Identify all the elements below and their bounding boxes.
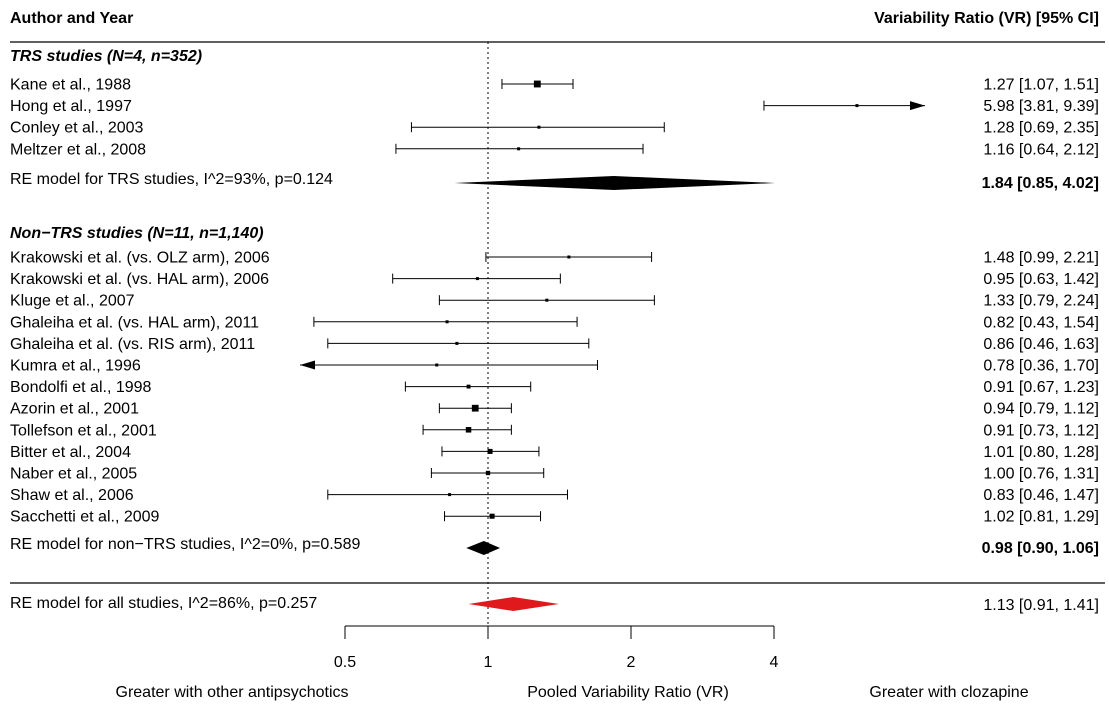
study-row: Krakowski et al. (vs. OLZ arm), 2006 1.48… — [10, 250, 1099, 267]
study-label: Ghaleiha et al. (vs. RIS arm), 2011 — [10, 336, 255, 353]
study-row: Conley et al., 2003 1.28 [0.69, 2.35] — [10, 120, 1099, 137]
study-label: Azorin et al., 2001 — [10, 401, 139, 418]
point-estimate-marker — [466, 384, 471, 389]
study-label: Bitter et al., 2004 — [10, 444, 131, 461]
group-title: TRS studies (N=4, n=352) — [10, 48, 202, 65]
point-estimate-marker — [455, 341, 459, 345]
point-estimate-marker — [487, 448, 493, 454]
point-estimate-marker — [533, 80, 541, 88]
group-model-row: RE model for TRS studies, I^2=93%, p=0.1… — [10, 171, 1099, 192]
study-row: Hong et al., 1997 5.98 [3.81, 9.39] — [10, 98, 1099, 115]
group-model-estimate-text: 0.98 [0.90, 1.06] — [982, 540, 1099, 557]
study-estimate-text: 0.82 [0.43, 1.54] — [983, 314, 1099, 331]
study-estimate-text: 0.91 [0.67, 1.23] — [983, 379, 1099, 396]
study-label: Tollefson et al., 2001 — [10, 422, 157, 439]
study-row: Bondolfi et al., 1998 0.91 [0.67, 1.23] — [10, 379, 1099, 396]
study-estimate-text: 1.48 [0.99, 2.21] — [983, 250, 1099, 267]
forest-rows: TRS studies (N=4, n=352) Kane et al., 198… — [10, 48, 1099, 614]
study-estimate-text: 0.86 [0.46, 1.63] — [983, 336, 1099, 353]
point-estimate-marker — [445, 320, 449, 324]
pooled-estimate-diamond — [454, 176, 776, 190]
header-left: Author and Year — [10, 10, 133, 27]
left-direction-label: Greater with other antipsychotics — [116, 684, 349, 701]
point-estimate-marker — [545, 298, 549, 302]
study-row: Ghaleiha et al. (vs. RIS arm), 2011 0.86 … — [10, 336, 1099, 353]
study-label: Meltzer et al., 2008 — [10, 141, 146, 158]
study-label: Bondolfi et al., 1998 — [10, 379, 152, 396]
study-label: Krakowski et al. (vs. OLZ arm), 2006 — [10, 250, 270, 267]
study-estimate-text: 1.00 [0.76, 1.31] — [983, 466, 1099, 483]
point-estimate-marker — [517, 147, 521, 151]
x-axis: 0.5 1 2 4 — [334, 625, 779, 671]
group-model-label: RE model for TRS studies, I^2=93%, p=0.1… — [10, 171, 333, 188]
study-row: Azorin et al., 2001 0.94 [0.79, 1.12] — [10, 401, 1099, 418]
study-label: Kluge et al., 2007 — [10, 293, 135, 310]
study-row: Krakowski et al. (vs. HAL arm), 2006 0.95… — [10, 271, 1099, 288]
pooled-estimate-diamond — [466, 541, 501, 555]
study-estimate-text: 5.98 [3.81, 9.39] — [983, 98, 1099, 115]
study-estimate-text: 1.28 [0.69, 2.35] — [983, 120, 1099, 137]
point-estimate-marker — [475, 277, 479, 281]
study-row: Meltzer et al., 2008 1.16 [0.64, 2.12] — [10, 141, 1099, 158]
x-tick-label: 1 — [484, 654, 493, 671]
study-estimate-text: 0.94 [0.79, 1.12] — [983, 401, 1099, 418]
ci-arrow-right — [910, 101, 925, 111]
study-row: Sacchetti et al., 2009 1.02 [0.81, 1.29] — [10, 509, 1099, 526]
study-label: Hong et al., 1997 — [10, 98, 132, 115]
study-row: Kane et al., 1988 1.27 [1.07, 1.51] — [10, 77, 1099, 94]
study-label: Conley et al., 2003 — [10, 120, 144, 137]
group-model-estimate-text: 1.84 [0.85, 4.02] — [982, 175, 1099, 192]
study-estimate-text: 0.95 [0.63, 1.42] — [983, 271, 1099, 288]
study-estimate-text: 0.78 [0.36, 1.70] — [983, 358, 1099, 375]
point-estimate-marker — [537, 125, 541, 129]
study-label: Sacchetti et al., 2009 — [10, 509, 160, 526]
group-model-row: RE model for non−TRS studies, I^2=0%, p=… — [10, 536, 1099, 557]
study-estimate-text: 0.83 [0.46, 1.47] — [983, 487, 1099, 504]
study-group: TRS studies (N=4, n=352) Kane et al., 198… — [10, 48, 1099, 192]
group-title: Non−TRS studies (N=11, n=1,140) — [10, 225, 264, 242]
study-row: Shaw et al., 2006 0.83 [0.46, 1.47] — [10, 487, 1099, 504]
study-label: Ghaleiha et al. (vs. HAL arm), 2011 — [10, 314, 259, 331]
study-estimate-text: 0.91 [0.73, 1.12] — [983, 422, 1099, 439]
header-right: Variability Ratio (VR) [95% CI] — [874, 10, 1099, 27]
study-label: Kane et al., 1988 — [10, 77, 131, 94]
study-label: Krakowski et al. (vs. HAL arm), 2006 — [10, 271, 269, 288]
x-tick-label: 0.5 — [334, 654, 356, 671]
x-axis-label: Pooled Variability Ratio (VR) — [527, 684, 729, 701]
study-estimate-text: 1.16 [0.64, 2.12] — [983, 141, 1099, 158]
overall-model-estimate-text: 1.13 [0.91, 1.41] — [983, 597, 1099, 614]
point-estimate-marker — [448, 493, 452, 497]
study-group: Non−TRS studies (N=11, n=1,140) Krakowski… — [10, 225, 1099, 557]
study-row: Kluge et al., 2007 1.33 [0.79, 2.24] — [10, 293, 1099, 310]
overall-model-label: RE model for all studies, I^2=86%, p=0.2… — [10, 595, 317, 612]
study-row: Bitter et al., 2004 1.01 [0.80, 1.28] — [10, 444, 1099, 461]
study-label: Kumra et al., 1996 — [10, 358, 141, 375]
point-estimate-marker — [567, 255, 571, 259]
study-label: Shaw et al., 2006 — [10, 487, 134, 504]
overall-model-row: RE model for all studies, I^2=86%, p=0.2… — [10, 595, 1099, 614]
study-row: Ghaleiha et al. (vs. HAL arm), 2011 0.82 … — [10, 314, 1099, 331]
point-estimate-marker — [855, 104, 859, 108]
study-row: Kumra et al., 1996 0.78 [0.36, 1.70] — [10, 358, 1099, 375]
point-estimate-marker — [485, 470, 491, 476]
study-row: Tollefson et al., 2001 0.91 [0.73, 1.12] — [10, 422, 1099, 439]
right-direction-label: Greater with clozapine — [869, 684, 1028, 701]
point-estimate-marker — [465, 427, 472, 433]
x-tick-label: 2 — [627, 654, 636, 671]
pooled-estimate-diamond — [468, 597, 559, 611]
point-estimate-marker — [471, 404, 479, 412]
study-estimate-text: 1.27 [1.07, 1.51] — [983, 77, 1099, 94]
study-estimate-text: 1.33 [0.79, 2.24] — [983, 293, 1099, 310]
study-row: Naber et al., 2005 1.00 [0.76, 1.31] — [10, 466, 1099, 483]
x-tick-label: 4 — [770, 654, 779, 671]
study-estimate-text: 1.02 [0.81, 1.29] — [983, 509, 1099, 526]
group-model-label: RE model for non−TRS studies, I^2=0%, p=… — [10, 536, 360, 553]
study-estimate-text: 1.01 [0.80, 1.28] — [983, 444, 1099, 461]
ci-arrow-left — [300, 360, 315, 370]
study-label: Naber et al., 2005 — [10, 466, 137, 483]
point-estimate-marker — [489, 513, 495, 519]
point-estimate-marker — [435, 363, 439, 367]
